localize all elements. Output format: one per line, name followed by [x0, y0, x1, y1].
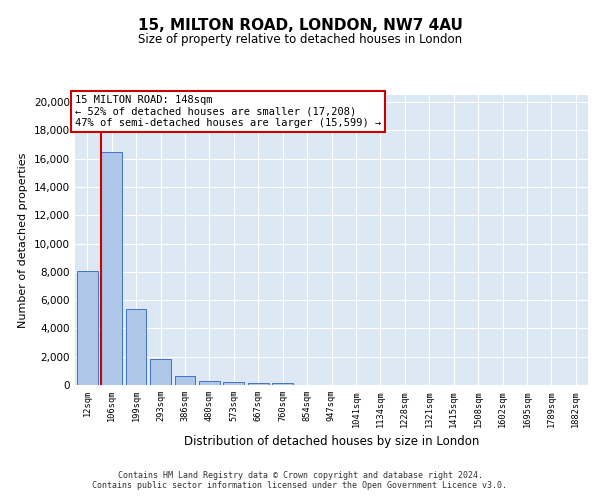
X-axis label: Distribution of detached houses by size in London: Distribution of detached houses by size …	[184, 435, 479, 448]
Y-axis label: Number of detached properties: Number of detached properties	[19, 152, 28, 328]
Text: 15 MILTON ROAD: 148sqm
← 52% of detached houses are smaller (17,208)
47% of semi: 15 MILTON ROAD: 148sqm ← 52% of detached…	[75, 95, 381, 128]
Bar	[223, 382, 244, 385]
Text: 15, MILTON ROAD, LONDON, NW7 4AU: 15, MILTON ROAD, LONDON, NW7 4AU	[137, 18, 463, 32]
Text: Size of property relative to detached houses in London: Size of property relative to detached ho…	[138, 32, 462, 46]
Bar	[77, 271, 98, 385]
Bar	[248, 382, 269, 385]
Bar	[199, 380, 220, 385]
Bar	[272, 383, 293, 385]
Bar	[125, 310, 146, 385]
Bar	[101, 152, 122, 385]
Bar	[150, 359, 171, 385]
Text: Contains HM Land Registry data © Crown copyright and database right 2024.
Contai: Contains HM Land Registry data © Crown c…	[92, 470, 508, 490]
Bar	[175, 376, 196, 385]
